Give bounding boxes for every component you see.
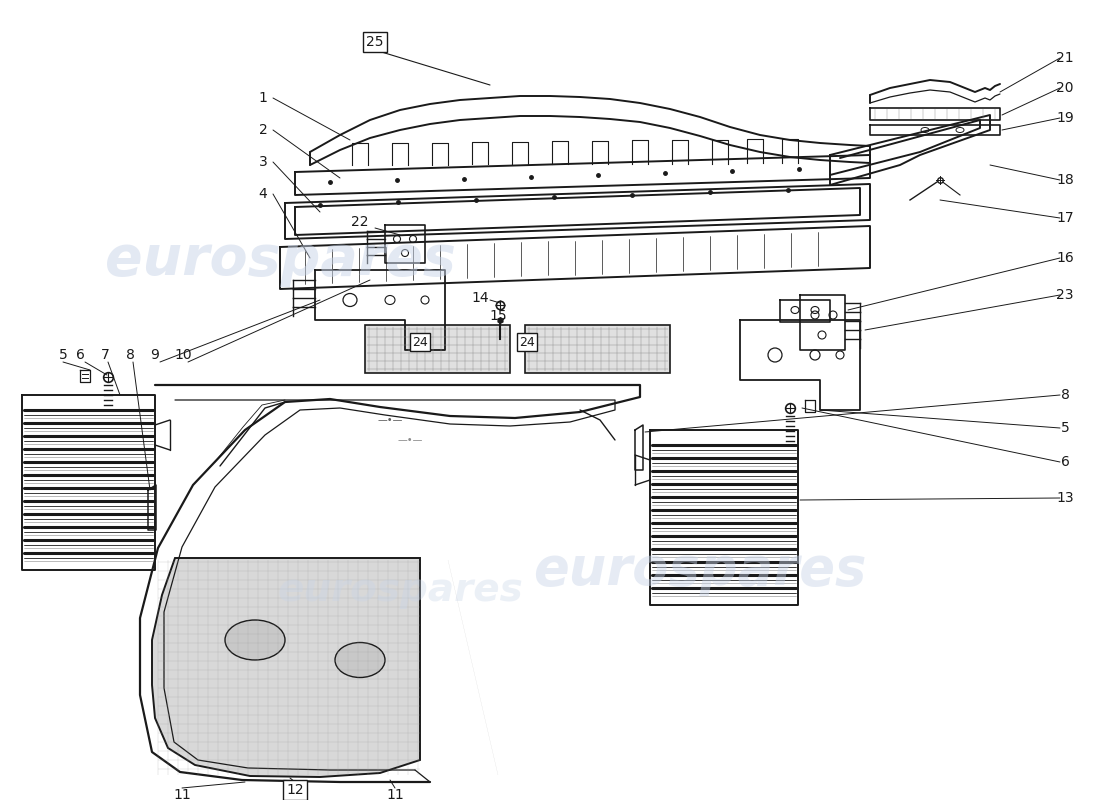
Text: 8: 8 (1060, 388, 1069, 402)
Text: 2: 2 (258, 123, 267, 137)
Text: eurospares: eurospares (534, 544, 867, 596)
Text: 16: 16 (1056, 251, 1074, 265)
Text: 6: 6 (1060, 455, 1069, 469)
Text: —•—: —•— (377, 415, 403, 425)
Text: 1: 1 (258, 91, 267, 105)
Bar (525, 325, 670, 373)
Text: 7: 7 (100, 348, 109, 362)
Text: eurospares: eurospares (277, 571, 522, 609)
Text: 4: 4 (258, 187, 267, 201)
Text: 13: 13 (1056, 491, 1074, 505)
Text: 14: 14 (471, 291, 488, 305)
Text: 19: 19 (1056, 111, 1074, 125)
Text: 25: 25 (366, 35, 384, 49)
Text: 11: 11 (386, 788, 404, 800)
Text: 8: 8 (125, 348, 134, 362)
Text: 3: 3 (258, 155, 267, 169)
Text: 9: 9 (151, 348, 160, 362)
Text: 18: 18 (1056, 173, 1074, 187)
Polygon shape (152, 558, 420, 777)
Text: eurospares: eurospares (104, 233, 455, 287)
Text: 5: 5 (58, 348, 67, 362)
Text: 20: 20 (1056, 81, 1074, 95)
Text: 21: 21 (1056, 51, 1074, 65)
Text: 23: 23 (1056, 288, 1074, 302)
Text: 17: 17 (1056, 211, 1074, 225)
Text: 24: 24 (412, 335, 428, 349)
Ellipse shape (336, 642, 385, 678)
Text: 5: 5 (1060, 421, 1069, 435)
Text: 15: 15 (490, 309, 507, 323)
Text: 22: 22 (351, 215, 369, 229)
Text: 11: 11 (173, 788, 191, 800)
Text: 24: 24 (519, 335, 535, 349)
Text: 10: 10 (174, 348, 191, 362)
Text: —•—: —•— (397, 435, 422, 445)
Text: 12: 12 (286, 783, 304, 797)
Ellipse shape (226, 620, 285, 660)
Text: 6: 6 (76, 348, 85, 362)
Bar (365, 325, 510, 373)
